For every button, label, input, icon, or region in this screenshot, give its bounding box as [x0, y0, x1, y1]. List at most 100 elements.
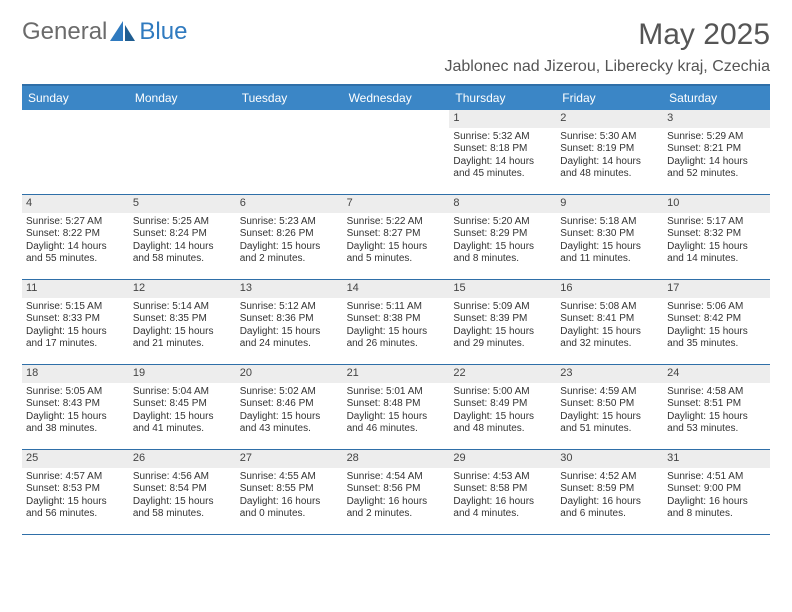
- sunrise-line: Sunrise: 4:59 AM: [560, 386, 659, 399]
- daylight-line: and 24 minutes.: [240, 338, 339, 351]
- sunset-line: Sunset: 8:58 PM: [453, 483, 552, 496]
- sunrise-line: Sunrise: 5:04 AM: [133, 386, 232, 399]
- brand-blue: Blue: [139, 18, 187, 46]
- day-cell: 11Sunrise: 5:15 AMSunset: 8:33 PMDayligh…: [22, 280, 129, 364]
- daylight-line: Daylight: 15 hours: [560, 241, 659, 254]
- sunset-line: Sunset: 8:24 PM: [133, 228, 232, 241]
- daylight-line: and 21 minutes.: [133, 338, 232, 351]
- sunrise-line: Sunrise: 5:09 AM: [453, 301, 552, 314]
- sunrise-line: Sunrise: 4:56 AM: [133, 471, 232, 484]
- sunset-line: Sunset: 8:56 PM: [347, 483, 446, 496]
- sunset-line: Sunset: 8:42 PM: [667, 313, 766, 326]
- sunrise-line: Sunrise: 5:25 AM: [133, 216, 232, 229]
- top-bar: General Blue May 2025 Jablonec nad Jizer…: [22, 18, 770, 76]
- day-cell: 4Sunrise: 5:27 AMSunset: 8:22 PMDaylight…: [22, 195, 129, 279]
- day-cell: 10Sunrise: 5:17 AMSunset: 8:32 PMDayligh…: [663, 195, 770, 279]
- sunset-line: Sunset: 8:46 PM: [240, 398, 339, 411]
- daylight-line: and 0 minutes.: [240, 508, 339, 521]
- day-number: 19: [129, 365, 236, 383]
- weekday-header: Wednesday: [343, 86, 450, 110]
- day-number: 9: [556, 195, 663, 213]
- daylight-line: Daylight: 15 hours: [453, 241, 552, 254]
- sunset-line: Sunset: 8:55 PM: [240, 483, 339, 496]
- sunrise-line: Sunrise: 5:11 AM: [347, 301, 446, 314]
- daylight-line: and 8 minutes.: [453, 253, 552, 266]
- day-cell: 5Sunrise: 5:25 AMSunset: 8:24 PMDaylight…: [129, 195, 236, 279]
- sunrise-line: Sunrise: 5:23 AM: [240, 216, 339, 229]
- day-number: 11: [22, 280, 129, 298]
- sunset-line: Sunset: 8:38 PM: [347, 313, 446, 326]
- sunset-line: Sunset: 8:32 PM: [667, 228, 766, 241]
- sunrise-line: Sunrise: 4:54 AM: [347, 471, 446, 484]
- month-title: May 2025: [445, 18, 771, 52]
- sunrise-line: Sunrise: 5:27 AM: [26, 216, 125, 229]
- day-cell: 22Sunrise: 5:00 AMSunset: 8:49 PMDayligh…: [449, 365, 556, 449]
- daylight-line: Daylight: 15 hours: [347, 241, 446, 254]
- day-number: 25: [22, 450, 129, 468]
- day-cell: 30Sunrise: 4:52 AMSunset: 8:59 PMDayligh…: [556, 450, 663, 534]
- sunrise-line: Sunrise: 5:30 AM: [560, 131, 659, 144]
- daylight-line: Daylight: 15 hours: [560, 411, 659, 424]
- brand-logo: General Blue: [22, 18, 187, 46]
- daylight-line: Daylight: 15 hours: [667, 326, 766, 339]
- day-number: 3: [663, 110, 770, 128]
- day-cell: 16Sunrise: 5:08 AMSunset: 8:41 PMDayligh…: [556, 280, 663, 364]
- daylight-line: and 51 minutes.: [560, 423, 659, 436]
- sunrise-line: Sunrise: 4:55 AM: [240, 471, 339, 484]
- sunrise-line: Sunrise: 5:01 AM: [347, 386, 446, 399]
- day-number: 20: [236, 365, 343, 383]
- daylight-line: Daylight: 15 hours: [667, 241, 766, 254]
- day-number: 27: [236, 450, 343, 468]
- sunset-line: Sunset: 8:49 PM: [453, 398, 552, 411]
- sunrise-line: Sunrise: 5:06 AM: [667, 301, 766, 314]
- daylight-line: Daylight: 15 hours: [26, 496, 125, 509]
- day-cell: 29Sunrise: 4:53 AMSunset: 8:58 PMDayligh…: [449, 450, 556, 534]
- day-number: 23: [556, 365, 663, 383]
- sunset-line: Sunset: 8:43 PM: [26, 398, 125, 411]
- daylight-line: Daylight: 15 hours: [667, 411, 766, 424]
- day-number: 13: [236, 280, 343, 298]
- day-number: 31: [663, 450, 770, 468]
- daylight-line: Daylight: 15 hours: [240, 411, 339, 424]
- day-cell: 21Sunrise: 5:01 AMSunset: 8:48 PMDayligh…: [343, 365, 450, 449]
- daylight-line: Daylight: 14 hours: [667, 156, 766, 169]
- day-cell: 20 Sunrise: 5:02 AMSunset: 8:46 PMDayligh…: [236, 365, 343, 449]
- sunrise-line: Sunrise: 5:12 AM: [240, 301, 339, 314]
- daylight-line: and 6 minutes.: [560, 508, 659, 521]
- daylight-line: Daylight: 14 hours: [26, 241, 125, 254]
- daylight-line: and 26 minutes.: [347, 338, 446, 351]
- daylight-line: and 5 minutes.: [347, 253, 446, 266]
- day-number: 24: [663, 365, 770, 383]
- daylight-line: and 29 minutes.: [453, 338, 552, 351]
- daylight-line: Daylight: 15 hours: [240, 326, 339, 339]
- day-cell: 27Sunrise: 4:55 AMSunset: 8:55 PMDayligh…: [236, 450, 343, 534]
- sunrise-line: Sunrise: 5:08 AM: [560, 301, 659, 314]
- sunset-line: Sunset: 8:26 PM: [240, 228, 339, 241]
- daylight-line: and 45 minutes.: [453, 168, 552, 181]
- sunset-line: Sunset: 8:39 PM: [453, 313, 552, 326]
- daylight-line: Daylight: 16 hours: [347, 496, 446, 509]
- day-cell: 28Sunrise: 4:54 AMSunset: 8:56 PMDayligh…: [343, 450, 450, 534]
- daylight-line: and 56 minutes.: [26, 508, 125, 521]
- daylight-line: Daylight: 14 hours: [560, 156, 659, 169]
- sunrise-line: Sunrise: 4:57 AM: [26, 471, 125, 484]
- sunset-line: Sunset: 8:30 PM: [560, 228, 659, 241]
- weekday-header-row: SundayMondayTuesdayWednesdayThursdayFrid…: [22, 86, 770, 110]
- sunrise-line: Sunrise: 5:00 AM: [453, 386, 552, 399]
- daylight-line: and 48 minutes.: [453, 423, 552, 436]
- day-cell: 23Sunrise: 4:59 AMSunset: 8:50 PMDayligh…: [556, 365, 663, 449]
- day-cell: 9Sunrise: 5:18 AMSunset: 8:30 PMDaylight…: [556, 195, 663, 279]
- day-number: 15: [449, 280, 556, 298]
- weekday-header: Friday: [556, 86, 663, 110]
- title-block: May 2025 Jablonec nad Jizerou, Liberecky…: [445, 18, 771, 76]
- daylight-line: and 55 minutes.: [26, 253, 125, 266]
- day-cell: 1Sunrise: 5:32 AMSunset: 8:18 PMDaylight…: [449, 110, 556, 194]
- sunset-line: Sunset: 8:54 PM: [133, 483, 232, 496]
- daylight-line: Daylight: 15 hours: [133, 326, 232, 339]
- sunset-line: Sunset: 8:18 PM: [453, 143, 552, 156]
- sunrise-line: Sunrise: 5:02 AM: [240, 386, 339, 399]
- day-cell: 8Sunrise: 5:20 AMSunset: 8:29 PMDaylight…: [449, 195, 556, 279]
- brand-sail-icon: [110, 21, 136, 43]
- daylight-line: Daylight: 15 hours: [133, 496, 232, 509]
- day-cell: 25Sunrise: 4:57 AMSunset: 8:53 PMDayligh…: [22, 450, 129, 534]
